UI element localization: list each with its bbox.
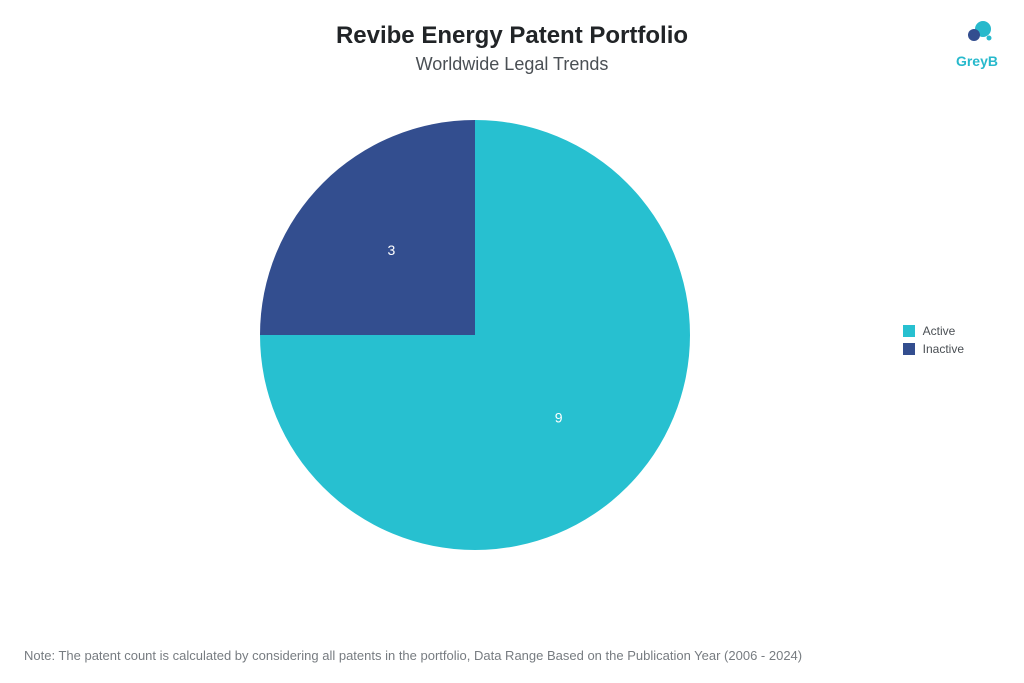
legend: Active Inactive	[903, 320, 964, 360]
brand-icon	[959, 18, 995, 46]
pie-slice-inactive	[260, 120, 475, 335]
chart-subtitle: Worldwide Legal Trends	[0, 54, 1024, 75]
brand-logo: GreyB	[956, 18, 998, 69]
chart-title: Revibe Energy Patent Portfolio	[0, 22, 1024, 50]
pie-value-inactive: 3	[387, 242, 395, 258]
brand-name: GreyB	[956, 53, 998, 69]
legend-item-active: Active	[903, 324, 964, 338]
header: Revibe Energy Patent Portfolio Worldwide…	[0, 22, 1024, 75]
chart-container: Revibe Energy Patent Portfolio Worldwide…	[0, 0, 1024, 683]
legend-label-inactive: Inactive	[923, 342, 964, 356]
pie-chart: 93	[255, 115, 695, 555]
legend-swatch-active	[903, 325, 915, 337]
footnote-text: Note: The patent count is calculated by …	[24, 648, 802, 663]
legend-item-inactive: Inactive	[903, 342, 964, 356]
legend-label-active: Active	[923, 324, 956, 338]
pie-value-active: 9	[555, 409, 563, 425]
legend-swatch-inactive	[903, 343, 915, 355]
